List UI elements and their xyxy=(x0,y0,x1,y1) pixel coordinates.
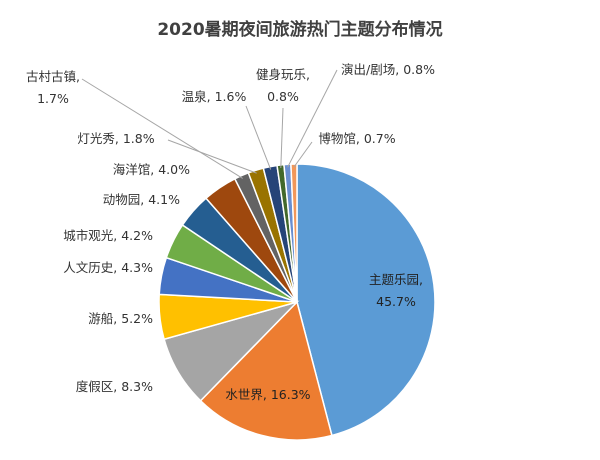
data-label-健身玩乐: 健身玩乐, 0.8% xyxy=(256,67,310,104)
data-label-主题乐园: 主题乐园, 45.7% xyxy=(369,272,423,309)
leader-lines xyxy=(81,69,338,179)
pie-slice-主题乐园 xyxy=(296,163,436,437)
data-label-城市观光: 城市观光, 4.2% xyxy=(63,228,153,243)
leader-line-古村古镇 xyxy=(81,78,243,179)
chart-title: 2020暑期夜间旅游热门主题分布情况 xyxy=(157,19,442,40)
data-label-海洋馆: 海洋馆, 4.0% xyxy=(113,162,190,177)
pie-slice-水世界 xyxy=(199,300,333,441)
data-labels: 主题乐园, 45.7% 水世界, 16.3% 度假区, 8.3% 游船, 5.2% 人文历… xyxy=(26,62,435,402)
leader-line-健身玩乐 xyxy=(280,107,284,169)
leader-line-温泉 xyxy=(245,105,272,170)
data-label-人文历史: 人文历史, 4.3% xyxy=(63,260,153,275)
data-label-度假区: 度假区, 8.3% xyxy=(76,379,153,394)
data-label-温泉: 温泉, 1.6% xyxy=(182,89,247,104)
pie-slice-博物馆 xyxy=(290,163,298,303)
pie-slices xyxy=(158,163,436,441)
data-label-灯光秀: 灯光秀, 1.8% xyxy=(77,131,154,146)
data-label-游船: 游船, 5.2% xyxy=(88,311,153,326)
data-label-水世界: 水世界, 16.3% xyxy=(225,387,310,402)
leader-line-灯光秀 xyxy=(167,139,257,174)
data-label-古村古镇: 古村古镇, 1.7% xyxy=(26,69,80,106)
data-label-博物馆: 博物馆, 0.7% xyxy=(318,131,395,146)
leader-line-博物馆 xyxy=(293,141,313,168)
data-label-动物园: 动物园, 4.1% xyxy=(103,192,180,207)
data-label-演出-剧场: 演出/剧场, 0.8% xyxy=(341,62,435,77)
leader-line-演出-剧场 xyxy=(287,69,338,168)
